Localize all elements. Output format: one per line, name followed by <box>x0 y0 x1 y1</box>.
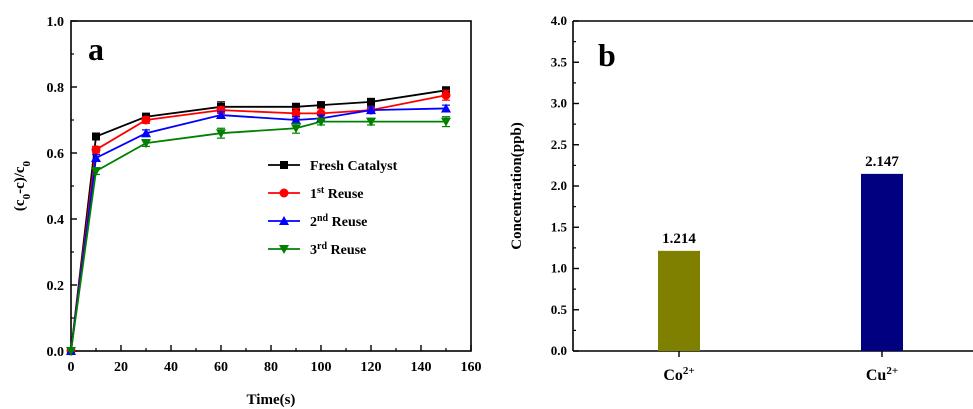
legend-label: 2nd Reuse <box>310 213 367 231</box>
data-point <box>367 97 375 106</box>
data-point <box>141 128 151 138</box>
y-tick-label-a: 0.4 <box>47 213 65 228</box>
data-point <box>141 115 151 125</box>
x-tick-label-a: 140 <box>411 360 432 375</box>
legend-label: 1st Reuse <box>310 185 364 203</box>
series-line-1 <box>70 94 447 352</box>
y-tick-label-a: 0.6 <box>47 147 65 162</box>
data-point <box>66 347 76 356</box>
data-point <box>366 105 376 115</box>
legend-marker <box>279 188 289 198</box>
data-point <box>92 132 100 141</box>
legend-marker <box>279 245 289 254</box>
x-tick-label-a: 40 <box>164 360 178 375</box>
x-tick-label-a: 160 <box>461 360 482 375</box>
series-line-2 <box>70 107 447 352</box>
y-axis-title-a: (c0-c)/c0 <box>12 160 33 211</box>
data-point <box>91 152 101 162</box>
y-axis-title-b: Concentration(ppb) <box>509 122 525 250</box>
x-axis-title-a: Time(s) <box>247 392 296 408</box>
legend-marker <box>280 161 288 169</box>
x-tick-label-a: 60 <box>214 360 228 375</box>
data-point <box>366 117 376 127</box>
x-tick-label-a: 20 <box>114 360 128 375</box>
category-label: Cu2+ <box>866 365 898 384</box>
x-tick-label-a: 120 <box>361 360 382 375</box>
y-tick-label-b: 4.0 <box>551 13 567 28</box>
bar-value-label: 2.147 <box>865 154 899 170</box>
data-point <box>292 102 300 111</box>
data-point <box>91 145 101 155</box>
data-point <box>441 90 451 100</box>
y-tick-label-b: 2.0 <box>551 178 567 193</box>
y-tick-label-b: 1.0 <box>551 261 567 276</box>
y-tick-label-b: 0.5 <box>551 302 568 317</box>
series-line-3 <box>70 120 446 352</box>
x-tick-label-a: 0 <box>68 360 75 375</box>
y-tick-label-b: 0.0 <box>551 343 567 358</box>
y-tick-label-a: 0.0 <box>47 345 65 360</box>
data-point <box>291 115 301 124</box>
y-tick-label-a: 1.0 <box>47 15 65 30</box>
category-label: Co2+ <box>663 365 694 384</box>
data-point <box>317 101 325 110</box>
legend-label: 3rd Reuse <box>310 241 366 259</box>
data-point <box>216 110 226 120</box>
data-point <box>441 117 451 127</box>
data-point <box>216 129 226 139</box>
data-point <box>316 117 326 127</box>
panel-label-b: b <box>598 37 616 73</box>
x-tick-label-a: 100 <box>311 360 332 375</box>
bar-value-label: 1.214 <box>662 231 696 247</box>
data-point <box>291 124 301 134</box>
x-tick-label-a: 80 <box>264 360 278 375</box>
data-point <box>141 139 151 149</box>
y-tick-label-b: 3.5 <box>551 54 568 69</box>
y-tick-label-a: 0.8 <box>47 81 65 96</box>
y-tick-label-b: 2.5 <box>551 137 568 152</box>
data-point <box>441 103 451 113</box>
y-tick-label-a: 0.2 <box>47 279 65 294</box>
data-point <box>91 167 101 177</box>
plot-frame-a <box>70 20 472 352</box>
legend-label: Fresh Catalyst <box>310 159 398 174</box>
legend-marker <box>279 216 289 225</box>
panel-label-a: a <box>88 31 104 67</box>
bar <box>658 250 700 351</box>
data-point <box>291 108 301 118</box>
series-line-0 <box>70 89 447 352</box>
bar <box>861 173 903 351</box>
y-tick-label-b: 3.0 <box>551 96 567 111</box>
y-tick-label-b: 1.5 <box>551 219 568 234</box>
